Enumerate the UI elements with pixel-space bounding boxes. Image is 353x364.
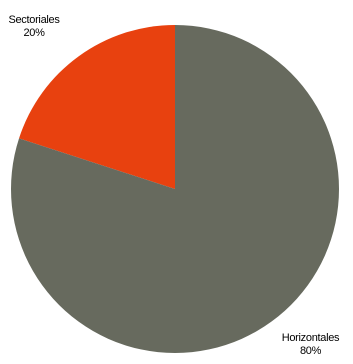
slice-label-name: Sectoriales (2, 14, 66, 27)
slice-label-horizontales: Horizontales 80% (268, 332, 353, 358)
slice-label-sectoriales: Sectoriales 20% (2, 14, 66, 40)
slice-label-name: Horizontales (268, 332, 353, 345)
slice-label-percent: 20% (2, 27, 66, 40)
slice-label-percent: 80% (268, 345, 353, 358)
